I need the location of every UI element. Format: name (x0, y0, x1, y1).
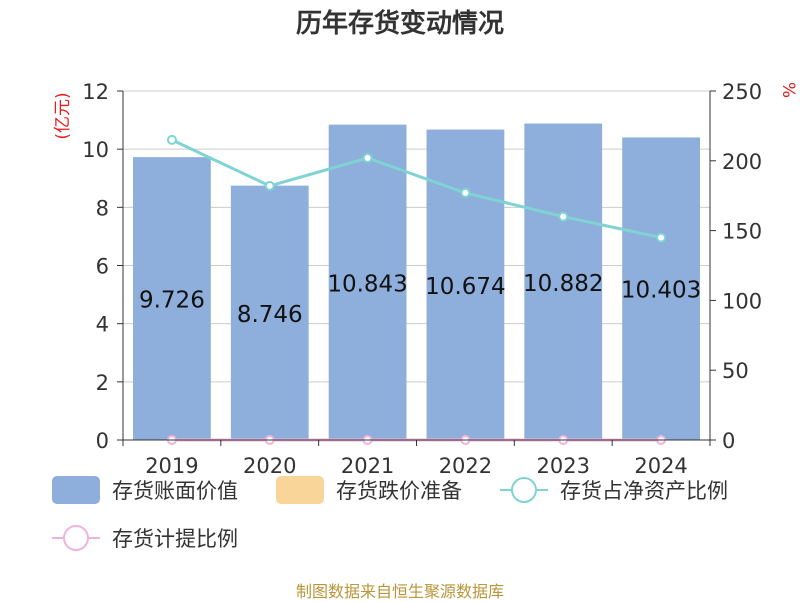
point-inventory-to-net-assets (656, 232, 667, 243)
bar-value-label: 10.403 (621, 278, 701, 304)
series-line-inventory-to-net-assets (171, 138, 662, 240)
point-inventory-to-net-assets (264, 180, 275, 191)
bar (524, 123, 603, 440)
bar-value-label: 10.882 (523, 271, 603, 297)
data-labels: 9.726 8.746 10.843 10.674 10.882 10.403 (139, 271, 701, 328)
legend-swatch-bar (276, 476, 324, 504)
right-axis-tick-label: 250 (722, 80, 762, 104)
legend-label: 存货账面价值 (112, 479, 238, 503)
bar-value-label: 10.843 (327, 271, 407, 297)
legend-item-inventory-impairment[interactable]: 存货跌价准备 (276, 475, 462, 505)
left-axis-tick-label: 12 (82, 80, 109, 104)
bar-series (133, 123, 700, 440)
x-axis-tick-label: 2023 (537, 454, 590, 478)
x-axis-tick-label: 2019 (145, 454, 198, 478)
legend-label: 存货计提比例 (112, 527, 238, 551)
bar-value-label: 10.674 (425, 274, 505, 300)
right-axis-tick-label: 100 (722, 289, 762, 313)
right-axis-tick-label: 0 (722, 429, 735, 453)
legend-swatch-bar (52, 476, 100, 504)
x-axis-tick-label: 2024 (634, 454, 687, 478)
data-source-note: 制图数据来自恒生聚源数据库 (295, 582, 504, 601)
x-axis-tick-label: 2022 (439, 454, 492, 478)
bar-value-label: 9.726 (139, 288, 205, 314)
left-axis-tick-label: 2 (96, 371, 109, 395)
left-axis-label: (亿元) (53, 92, 73, 139)
legend-label: 存货占净资产比例 (560, 479, 728, 503)
point-inventory-to-net-assets (362, 153, 373, 164)
right-axis-tick-label: 200 (722, 150, 762, 174)
bar (426, 129, 505, 440)
bar (230, 185, 309, 440)
axes: 0 2 4 6 8 10 12 0 50 100 150 200 250 2019 2020 2021 2022… (82, 80, 762, 478)
left-axis-tick-label: 6 (96, 255, 109, 279)
point-inventory-to-net-assets (460, 187, 471, 198)
right-axis-tick-label: 150 (722, 220, 762, 244)
legend-item-inventory-book-value[interactable]: 存货账面价值 (52, 475, 238, 505)
grid (123, 90, 710, 383)
right-axis-label: % (778, 82, 798, 98)
bar-value-label: 8.746 (237, 302, 303, 328)
legend-swatch-line (500, 476, 548, 504)
left-axis-tick-label: 0 (96, 429, 109, 453)
bar (133, 157, 211, 440)
chart-title: 历年存货变动情况 (296, 8, 504, 39)
bar (622, 137, 700, 440)
legend-item-provision-ratio[interactable]: 存货计提比例 (52, 523, 238, 553)
legend-item-inventory-to-net-assets[interactable]: 存货占净资产比例 (500, 475, 728, 505)
point-inventory-to-net-assets (558, 211, 569, 222)
legend-swatch-line (52, 524, 100, 552)
left-axis-tick-label: 10 (82, 138, 109, 162)
bar (328, 124, 407, 440)
x-axis-tick-label: 2020 (243, 454, 296, 478)
legend-label: 存货跌价准备 (336, 479, 462, 503)
left-axis-tick-label: 4 (96, 313, 109, 337)
right-axis-tick-label: 50 (722, 359, 749, 383)
left-axis-tick-label: 8 (96, 196, 109, 220)
x-axis-tick-label: 2021 (341, 454, 394, 478)
point-inventory-to-net-assets (166, 134, 177, 145)
